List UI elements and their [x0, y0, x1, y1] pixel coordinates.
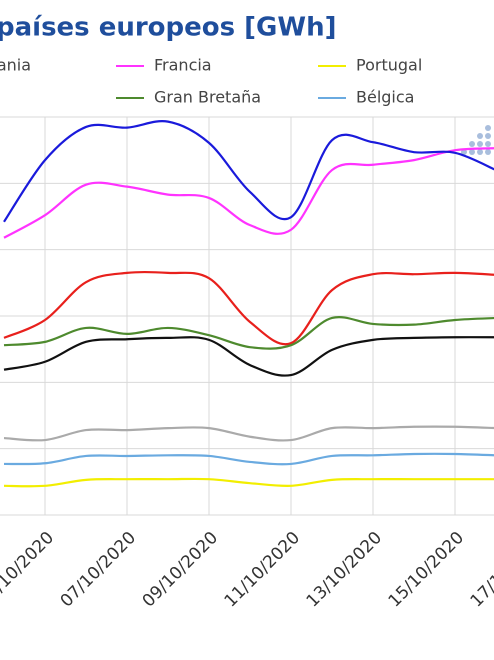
legend-label: Portugal [356, 56, 422, 75]
x-tick-label: 05/10/2020 [0, 528, 58, 611]
series-line [3, 452, 494, 466]
series-line [3, 477, 494, 488]
series-line [3, 120, 494, 223]
legend-label: Francia [154, 56, 212, 75]
logo [461, 125, 491, 155]
series-line [3, 147, 494, 239]
series-line [3, 316, 494, 350]
series-line [3, 425, 494, 442]
legend-label: Alemania [0, 56, 31, 75]
x-tick-label: 17/10/2020 [467, 528, 494, 611]
legend-label: Gran Bretaña [154, 88, 261, 107]
chart-title: países europeos [GWh] [0, 13, 336, 43]
x-tick-label: 09/10/2020 [139, 528, 222, 611]
series-line [3, 336, 494, 377]
x-tick-label: 15/10/2020 [385, 528, 468, 611]
legend-label: Bélgica [356, 88, 414, 107]
x-tick-label: 13/10/2020 [303, 528, 386, 611]
x-tick-label: 11/10/2020 [221, 528, 304, 611]
x-tick-label: 07/10/2020 [57, 528, 140, 611]
series-line [3, 270, 494, 346]
